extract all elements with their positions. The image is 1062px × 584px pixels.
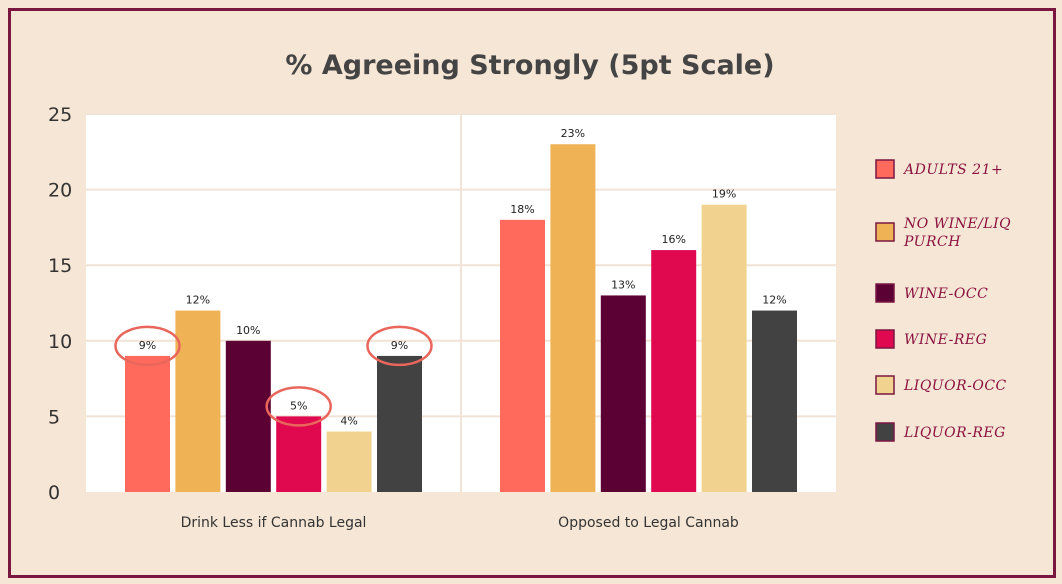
data-label-2-6: 12%	[762, 294, 786, 307]
bar-1-2	[175, 310, 221, 492]
data-label-1-1: 9%	[139, 339, 156, 352]
legend-label-4: WINE-REG	[904, 332, 987, 348]
legend-swatch-5	[875, 375, 895, 395]
bar-2-2	[550, 144, 596, 493]
bar-2-4	[651, 250, 697, 492]
y-tick-label-20: 20	[48, 180, 72, 202]
bar-1-5	[326, 431, 372, 492]
chart-title: % Agreeing Strongly (5pt Scale)	[285, 50, 774, 81]
bar-1-4	[276, 416, 322, 492]
data-label-1-3: 10%	[236, 324, 260, 337]
bar-1-6	[377, 355, 422, 492]
data-labels: 9% 12% 10% 5% 4% 9% 18% 23% 13% 16% 19% 12%	[139, 127, 787, 427]
data-label-2-1: 18%	[510, 203, 534, 216]
legend-label-5: LIQUOR-OCC	[903, 378, 1007, 394]
highlight-circle-4	[265, 386, 332, 427]
y-tick-label-5: 5	[48, 406, 60, 428]
legend-label-2: NO WINE/LIQ PURCH	[903, 216, 1011, 250]
legend-swatch-4	[875, 329, 895, 349]
data-label-1-2: 12%	[186, 294, 210, 307]
data-label-2-5: 19%	[712, 188, 736, 201]
data-label-2-4: 16%	[661, 233, 685, 246]
y-tick-label-25: 25	[48, 104, 72, 126]
data-label-1-4: 5%	[290, 399, 307, 412]
x-category-label-1: Drink Less if Cannab Legal	[181, 515, 367, 531]
legend-swatch-1	[875, 159, 895, 179]
bar-1-1	[125, 355, 170, 492]
y-axis-ticks: 0 5 10 15 20 25	[48, 104, 72, 504]
bar-1-3	[225, 340, 271, 492]
bar-2-5	[701, 204, 747, 492]
y-tick-label-15: 15	[48, 255, 72, 277]
bar-2-6	[752, 310, 797, 492]
highlight-circle-1	[114, 325, 181, 367]
data-label-2-3: 13%	[611, 278, 635, 291]
y-tick-label-10: 10	[48, 331, 72, 353]
y-tick-label-0: 0	[48, 482, 60, 504]
bar-2-1	[500, 219, 545, 492]
legend: ADULTS 21+ NO WINE/LIQ PURCH WINE-OCC WINE-R…	[875, 159, 1011, 442]
bars	[125, 144, 797, 493]
highlight-circle-6	[366, 325, 433, 367]
legend-label-3: WINE-OCC	[904, 286, 988, 302]
legend-swatch-3	[875, 283, 895, 303]
data-label-1-5: 4%	[340, 415, 357, 428]
data-label-2-2: 23%	[561, 127, 585, 140]
legend-label-1: ADULTS 21+	[902, 162, 1003, 178]
x-axis-categories: Drink Less if Cannab Legal Opposed to Leg…	[181, 515, 739, 531]
highlight-circles	[114, 325, 433, 427]
bar-2-3	[600, 295, 646, 492]
data-label-1-6: 9%	[391, 339, 408, 352]
legend-swatch-2	[875, 222, 895, 242]
legend-label-6: LIQUOR-REG	[903, 425, 1006, 441]
x-category-label-2: Opposed to Legal Cannab	[558, 515, 739, 531]
legend-swatch-6	[875, 422, 895, 442]
